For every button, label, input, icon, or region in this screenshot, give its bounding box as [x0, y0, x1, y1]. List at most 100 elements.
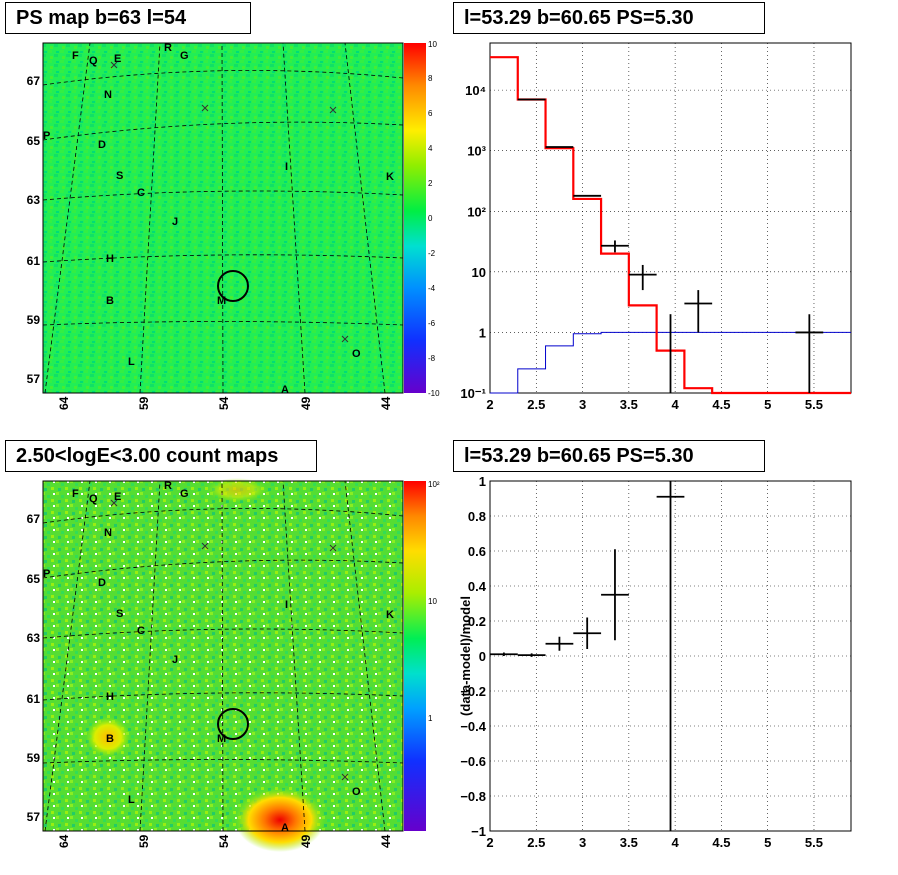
source-label: A — [281, 822, 289, 834]
y-tick-label: 67 — [27, 512, 41, 526]
colorbar-tick: -4 — [428, 284, 436, 293]
residual-x-tick: 4 — [672, 835, 680, 850]
source-label: S — [116, 170, 123, 182]
source-label: E — [114, 491, 121, 503]
count-map-source-circle — [217, 708, 249, 740]
source-label: R — [164, 480, 172, 492]
source-label: S — [116, 608, 123, 620]
ps-map-colorbar — [404, 43, 426, 393]
spectrum-x-tick: 4.5 — [712, 397, 730, 412]
source-label: R — [164, 42, 172, 54]
ps-map-frame — [42, 42, 404, 394]
colorbar-tick: 10² — [428, 480, 440, 489]
source-label: F — [72, 50, 79, 62]
source-label: H — [106, 253, 114, 265]
spectrum-data-point — [795, 314, 824, 393]
colorbar-tick: -6 — [428, 319, 436, 328]
residual-data-point — [490, 652, 518, 656]
residual-x-tick: 3 — [579, 835, 586, 850]
residual-y-tick: 1 — [479, 474, 486, 489]
residual-x-tick: 4.5 — [712, 835, 730, 850]
residual-y-tick: −0.8 — [460, 789, 486, 804]
colorbar-tick: 10 — [428, 40, 437, 49]
y-tick-label: 65 — [27, 134, 41, 148]
count-map-x-ticks: 64 59 54 49 44 — [57, 834, 393, 848]
map1-title: PS map b=63 l=54 — [5, 2, 251, 34]
ps-map-source-labels: F Q E R G N P D S C I K J H B M L O A — [43, 42, 394, 396]
residual-y-axis-label: (data-model)/model — [458, 596, 473, 716]
count-map-frame — [42, 480, 404, 832]
residual-data-point — [545, 636, 574, 651]
count-map-source-labels: F Q E R G N P D S C I K J H B M L O A — [43, 480, 394, 834]
source-label: J — [172, 654, 178, 666]
source-label: E — [114, 53, 121, 65]
colorbar-tick: -10 — [428, 389, 440, 398]
residual-x-tick: 3.5 — [620, 835, 638, 850]
y-tick-label: 65 — [27, 572, 41, 586]
residual-y-tick: −1 — [471, 824, 486, 839]
residual-data-point — [601, 549, 629, 641]
source-label: D — [98, 577, 106, 589]
background-model-line — [490, 331, 851, 394]
source-label: C — [137, 187, 145, 199]
x-tick-label: 64 — [57, 834, 71, 848]
ps-map-cross-markers — [110, 61, 349, 343]
ps-map-colorbar-ticks: 10 8 6 4 2 0 -2 -4 -6 -8 -10 — [428, 40, 440, 398]
source-label: H — [106, 691, 114, 703]
source-label: K — [386, 609, 394, 621]
source-label: N — [104, 89, 112, 101]
spectrum-y-tick: 10² — [467, 204, 486, 219]
count-map-hotspot-top — [207, 478, 267, 502]
source-label: I — [285, 161, 288, 173]
count-map-grid — [42, 480, 404, 832]
y-tick-label: 67 — [27, 74, 41, 88]
spectrum-x-tick: 2 — [486, 397, 493, 412]
colorbar-tick: 1 — [428, 714, 433, 723]
ps-map-y-ticks: 67 65 63 61 59 57 — [27, 74, 41, 386]
ps-map-source-circle — [217, 270, 249, 302]
residual-x-tick: 5 — [764, 835, 771, 850]
source-label: G — [180, 488, 189, 500]
residual-data-point — [656, 481, 685, 831]
colorbar-tick: 10 — [428, 597, 437, 606]
residual-x-tick: 2 — [486, 835, 493, 850]
x-tick-label: 54 — [217, 396, 231, 410]
y-tick-label: 61 — [27, 254, 41, 268]
source-label: I — [285, 599, 288, 611]
x-tick-label: 49 — [299, 396, 313, 410]
source-label: B — [106, 295, 114, 307]
colorbar-tick: 0 — [428, 214, 433, 223]
source-label: L — [128, 356, 135, 368]
y-tick-label: 63 — [27, 631, 41, 645]
source-label: F — [72, 488, 79, 500]
map2-title: 2.50<logE<3.00 count maps — [5, 440, 317, 472]
count-map-hotspot-b — [86, 717, 130, 757]
y-tick-label: 63 — [27, 193, 41, 207]
source-label: G — [180, 50, 189, 62]
residual-y-tick: 0.8 — [468, 509, 486, 524]
source-label: P — [43, 568, 50, 580]
count-map-panel: F Q E R G N P D S C I K J H B M L O A — [27, 478, 440, 852]
count-map-y-ticks: 67 65 63 61 59 57 — [27, 512, 41, 824]
spectrum-x-tick: 5.5 — [805, 397, 823, 412]
source-label: N — [104, 527, 112, 539]
source-label: L — [128, 794, 135, 806]
residual-title: l=53.29 b=60.65 PS=5.30 — [453, 440, 765, 472]
residual-y-tick: 0.6 — [468, 544, 486, 559]
y-tick-label: 57 — [27, 372, 41, 386]
spectrum-x-tick: 4 — [672, 397, 680, 412]
source-label: A — [281, 384, 289, 396]
source-label: Q — [89, 55, 98, 67]
spectrum-x-tick: 3 — [579, 397, 586, 412]
spectrum-data-point — [601, 240, 629, 253]
spectrum-x-tick: 5 — [764, 397, 771, 412]
x-tick-label: 59 — [137, 834, 151, 848]
count-map-hotspot-a — [235, 788, 325, 852]
colorbar-tick: 6 — [428, 109, 433, 118]
spectrum-data-point — [684, 290, 713, 333]
ps-map-grid — [42, 42, 404, 394]
colorbar-tick: -8 — [428, 354, 436, 363]
source-label: O — [352, 786, 361, 798]
spectrum-x-tick: 2.5 — [527, 397, 545, 412]
